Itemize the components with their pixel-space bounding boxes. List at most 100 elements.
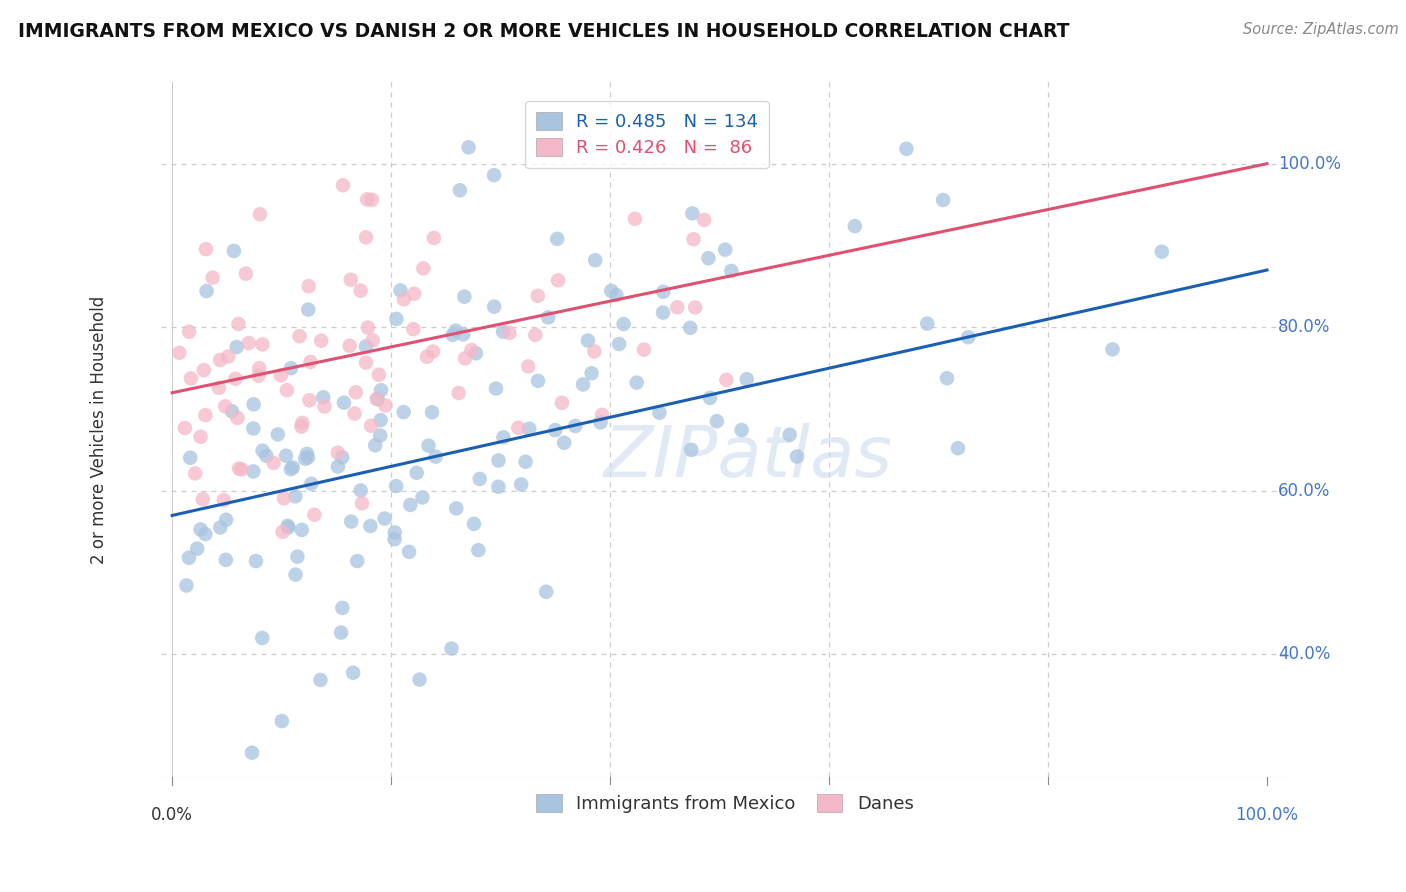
Point <box>194 527 217 541</box>
Legend: Immigrants from Mexico, Danes: Immigrants from Mexico, Danes <box>529 787 921 821</box>
Point <box>215 553 238 567</box>
Point <box>226 410 249 425</box>
Text: Source: ZipAtlas.com: Source: ZipAtlas.com <box>1243 22 1399 37</box>
Point <box>605 288 627 302</box>
Text: 100.0%: 100.0% <box>1236 805 1299 824</box>
Point <box>201 270 224 285</box>
Point <box>284 489 307 503</box>
Point <box>666 300 689 314</box>
Point <box>447 386 470 401</box>
Point <box>194 408 217 422</box>
Point <box>350 483 373 498</box>
Point <box>581 366 603 380</box>
Point <box>467 543 489 558</box>
Point <box>249 207 271 221</box>
Point <box>422 344 444 359</box>
Point <box>361 193 384 207</box>
Point <box>304 508 326 522</box>
Point <box>309 673 332 687</box>
Point <box>370 413 392 427</box>
Point <box>364 438 387 452</box>
Point <box>648 406 671 420</box>
Point <box>225 340 247 354</box>
Point <box>454 351 477 366</box>
Text: ZIPatlas: ZIPatlas <box>603 423 891 491</box>
Point <box>271 524 294 539</box>
Point <box>492 430 515 444</box>
Point <box>276 383 298 397</box>
Point <box>186 541 208 556</box>
Point <box>716 373 738 387</box>
Point <box>546 232 568 246</box>
Point <box>247 361 270 376</box>
Point <box>242 397 264 411</box>
Point <box>312 390 335 404</box>
Point <box>295 447 318 461</box>
Point <box>385 312 408 326</box>
Point <box>624 211 647 226</box>
Point <box>247 368 270 383</box>
Point <box>440 641 463 656</box>
Point <box>449 183 471 197</box>
Point <box>359 519 381 533</box>
Point <box>245 554 267 568</box>
Point <box>463 516 485 531</box>
Point <box>228 461 250 475</box>
Point <box>468 472 491 486</box>
Point <box>1150 244 1173 259</box>
Point <box>544 423 567 437</box>
Point <box>298 279 321 293</box>
Point <box>330 601 353 615</box>
Point <box>683 140 706 154</box>
Point <box>274 449 297 463</box>
Point <box>404 286 426 301</box>
Point <box>392 405 415 419</box>
Point <box>346 554 368 568</box>
Text: IMMIGRANTS FROM MEXICO VS DANISH 2 OR MORE VEHICLES IN HOUSEHOLD CORRELATION CHA: IMMIGRANTS FROM MEXICO VS DANISH 2 OR MO… <box>18 22 1070 41</box>
Point <box>361 334 384 348</box>
Point <box>309 334 332 348</box>
Point <box>392 292 415 306</box>
Point <box>423 231 446 245</box>
Point <box>222 244 245 258</box>
Point <box>547 273 569 287</box>
Point <box>242 464 264 478</box>
Point <box>354 355 377 369</box>
Point <box>280 462 302 476</box>
Point <box>297 302 319 317</box>
Point <box>389 284 412 298</box>
Point <box>339 339 361 353</box>
Point <box>572 377 595 392</box>
Point <box>344 385 367 400</box>
Point <box>613 317 636 331</box>
Point <box>683 301 706 315</box>
Point <box>339 273 361 287</box>
Point <box>453 290 475 304</box>
Point <box>367 368 389 382</box>
Point <box>277 519 299 533</box>
Point <box>343 407 366 421</box>
Point <box>517 422 540 436</box>
Point <box>446 501 468 516</box>
Point <box>357 320 380 334</box>
Point <box>524 327 547 342</box>
Point <box>281 460 304 475</box>
Point <box>932 193 955 207</box>
Point <box>551 396 574 410</box>
Point <box>697 251 720 265</box>
Point <box>681 206 703 220</box>
Point <box>720 264 742 278</box>
Point <box>284 567 307 582</box>
Point <box>297 450 319 465</box>
Point <box>287 549 309 564</box>
Point <box>190 523 212 537</box>
Point <box>633 343 655 357</box>
Point <box>291 523 314 537</box>
Point <box>184 467 207 481</box>
Point <box>482 300 505 314</box>
Point <box>936 371 959 385</box>
Point <box>699 391 721 405</box>
Point <box>177 550 200 565</box>
Text: 100.0%: 100.0% <box>1278 154 1341 173</box>
Point <box>333 395 356 409</box>
